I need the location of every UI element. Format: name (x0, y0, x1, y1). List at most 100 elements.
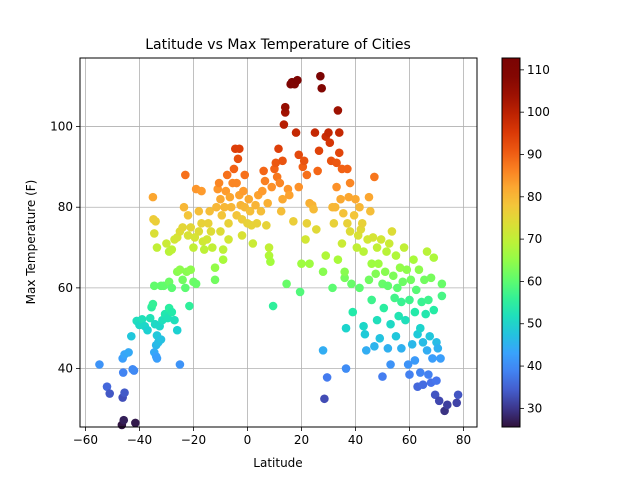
colorbar (501, 57, 521, 428)
data-point (302, 219, 312, 228)
data-point (194, 227, 204, 236)
data-point (430, 390, 440, 400)
data-point (224, 219, 233, 228)
data-point (152, 243, 162, 252)
data-point (374, 259, 383, 268)
colorbar-tick-label: 50 (527, 317, 542, 331)
data-point (276, 206, 286, 216)
data-point (210, 275, 220, 285)
data-point (425, 331, 435, 341)
data-point (237, 231, 247, 240)
data-point (216, 227, 225, 236)
data-point (221, 186, 231, 196)
data-point (428, 354, 437, 363)
data-point (386, 319, 395, 329)
data-point (407, 340, 417, 349)
data-point (212, 202, 221, 212)
data-point (429, 305, 439, 315)
data-point (186, 223, 196, 232)
y-tick-label: 100 (50, 120, 73, 134)
data-point (105, 389, 115, 398)
data-point (218, 245, 228, 254)
data-point (433, 344, 443, 353)
data-point (245, 206, 255, 216)
data-point (264, 243, 274, 252)
data-point (393, 283, 402, 293)
data-point (333, 106, 343, 115)
data-point (295, 287, 305, 297)
data-point (421, 309, 430, 319)
data-point (415, 368, 425, 377)
colorbar-tick-label: 70 (527, 232, 542, 246)
data-point (437, 291, 447, 301)
data-point (453, 390, 463, 400)
data-point (137, 315, 147, 324)
data-point (259, 166, 268, 176)
data-point (402, 265, 412, 275)
data-point (388, 271, 398, 281)
data-point (379, 303, 389, 313)
data-point (320, 394, 329, 404)
data-point (271, 158, 281, 168)
data-point (167, 307, 177, 317)
y-axis-ticks: 40 60 80 100 (50, 120, 80, 376)
data-point (131, 418, 140, 428)
data-point (191, 279, 201, 289)
data-point (224, 235, 233, 244)
data-points (95, 71, 463, 430)
data-point (391, 251, 401, 260)
data-point (282, 279, 291, 289)
colorbar-ticks: 30 40 50 60 70 80 90 100 110 (520, 63, 550, 415)
data-point (330, 202, 340, 212)
data-point (360, 329, 370, 339)
x-tick-label: −40 (127, 433, 152, 447)
data-point (278, 194, 287, 204)
x-tick-label: 40 (348, 433, 363, 447)
data-point (217, 210, 227, 220)
data-point (186, 265, 196, 275)
data-point (397, 344, 406, 353)
x-tick-label: 0 (244, 433, 252, 447)
data-point (302, 170, 312, 180)
data-point (442, 400, 452, 410)
data-point (256, 206, 266, 216)
data-point (235, 144, 244, 154)
data-point (314, 146, 324, 156)
grid (80, 58, 477, 427)
data-point (148, 192, 158, 202)
data-point (226, 202, 236, 212)
data-point (289, 217, 298, 226)
data-point (102, 382, 112, 391)
data-point (199, 245, 209, 254)
y-tick-label: 40 (58, 362, 73, 376)
data-point (178, 223, 187, 232)
data-point (355, 283, 364, 293)
data-point (185, 301, 194, 311)
data-point (248, 239, 258, 248)
data-point (380, 267, 390, 277)
data-point (274, 144, 283, 154)
data-point (376, 235, 386, 244)
data-point (329, 219, 339, 228)
data-point (386, 360, 395, 369)
data-point (359, 247, 368, 256)
data-point (424, 370, 433, 379)
data-point (316, 71, 325, 81)
data-point (384, 239, 394, 248)
plot-frame (79, 57, 478, 428)
data-point (266, 257, 275, 266)
data-point (216, 194, 225, 204)
x-tick-label: −20 (181, 433, 206, 447)
data-point (202, 235, 212, 244)
data-point (397, 297, 406, 307)
data-point (352, 243, 362, 252)
data-point (345, 178, 355, 188)
data-point (194, 206, 204, 216)
data-point (432, 376, 441, 385)
data-point (128, 365, 137, 374)
data-point (399, 243, 409, 252)
data-point (179, 202, 189, 212)
data-point (429, 253, 439, 262)
data-point (436, 354, 445, 363)
data-point (418, 338, 428, 347)
